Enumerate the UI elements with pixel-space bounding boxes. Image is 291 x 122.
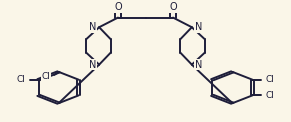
Text: O: O: [169, 2, 177, 12]
Text: N: N: [194, 60, 202, 70]
Text: O: O: [114, 2, 122, 12]
Text: N: N: [194, 22, 202, 32]
Text: Cl: Cl: [17, 75, 26, 84]
Text: Cl: Cl: [41, 72, 50, 81]
Text: N: N: [89, 22, 97, 32]
Text: Cl: Cl: [266, 91, 275, 100]
Text: Cl: Cl: [266, 75, 275, 84]
Text: N: N: [89, 60, 97, 70]
